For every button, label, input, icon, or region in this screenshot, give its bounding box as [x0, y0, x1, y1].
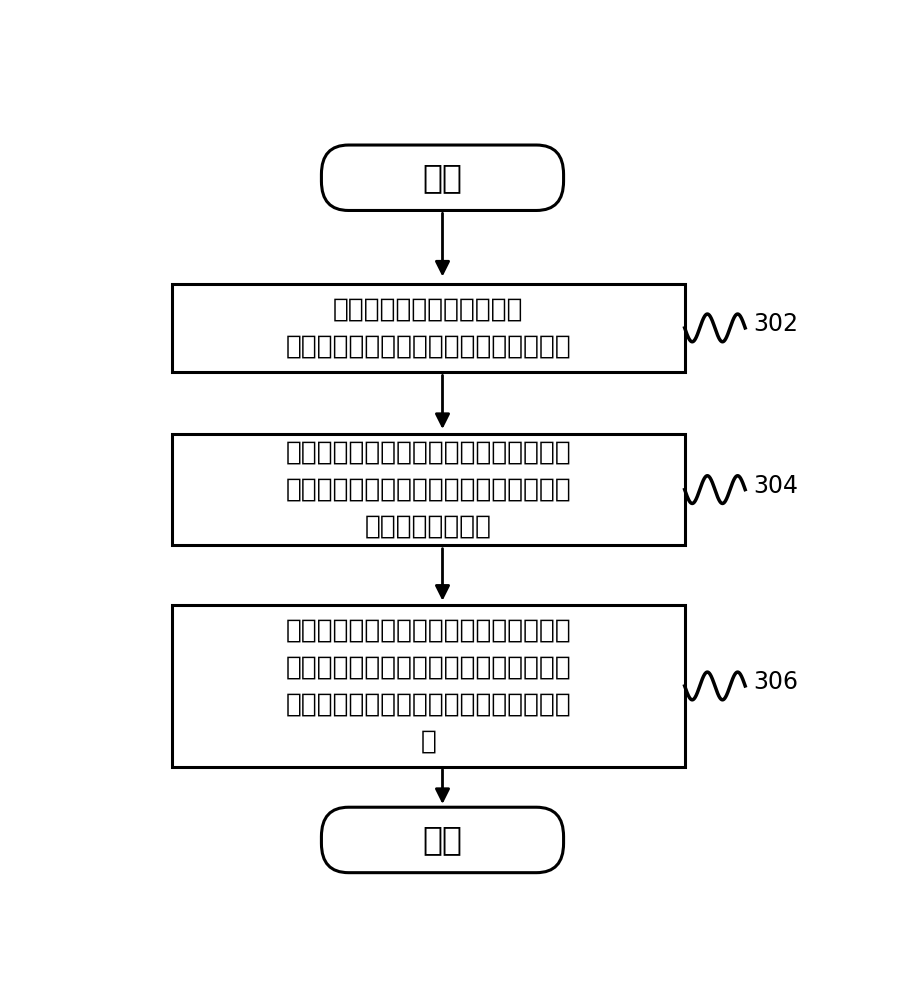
- FancyBboxPatch shape: [322, 807, 563, 873]
- Text: 所述控制电路接收所述放大电路输出的第
二电压信号，并根据所述第二电压信号的
变化判断所述冰箱风扇的电机是否发生堵
转: 所述控制电路接收所述放大电路输出的第 二电压信号，并根据所述第二电压信号的 变化…: [286, 617, 571, 754]
- Text: 所述电流检测电路检测通过
所述冰箱风扇的电机的驱动电路中的电流: 所述电流检测电路检测通过 所述冰箱风扇的电机的驱动电路中的电流: [286, 296, 571, 359]
- Text: 306: 306: [754, 670, 799, 694]
- Text: 开始: 开始: [423, 161, 462, 194]
- Bar: [172, 284, 685, 372]
- Text: 302: 302: [754, 312, 799, 336]
- Text: 所述放大电路将所述电流检测电路输出的
第一电压信号进行放大处理，以输出放大
后的第二电压信号: 所述放大电路将所述电流检测电路输出的 第一电压信号进行放大处理，以输出放大 后的…: [286, 440, 571, 540]
- Text: 结束: 结束: [423, 823, 462, 856]
- FancyBboxPatch shape: [322, 145, 563, 210]
- Text: 304: 304: [754, 474, 799, 498]
- Bar: [172, 605, 685, 767]
- Bar: [172, 434, 685, 545]
